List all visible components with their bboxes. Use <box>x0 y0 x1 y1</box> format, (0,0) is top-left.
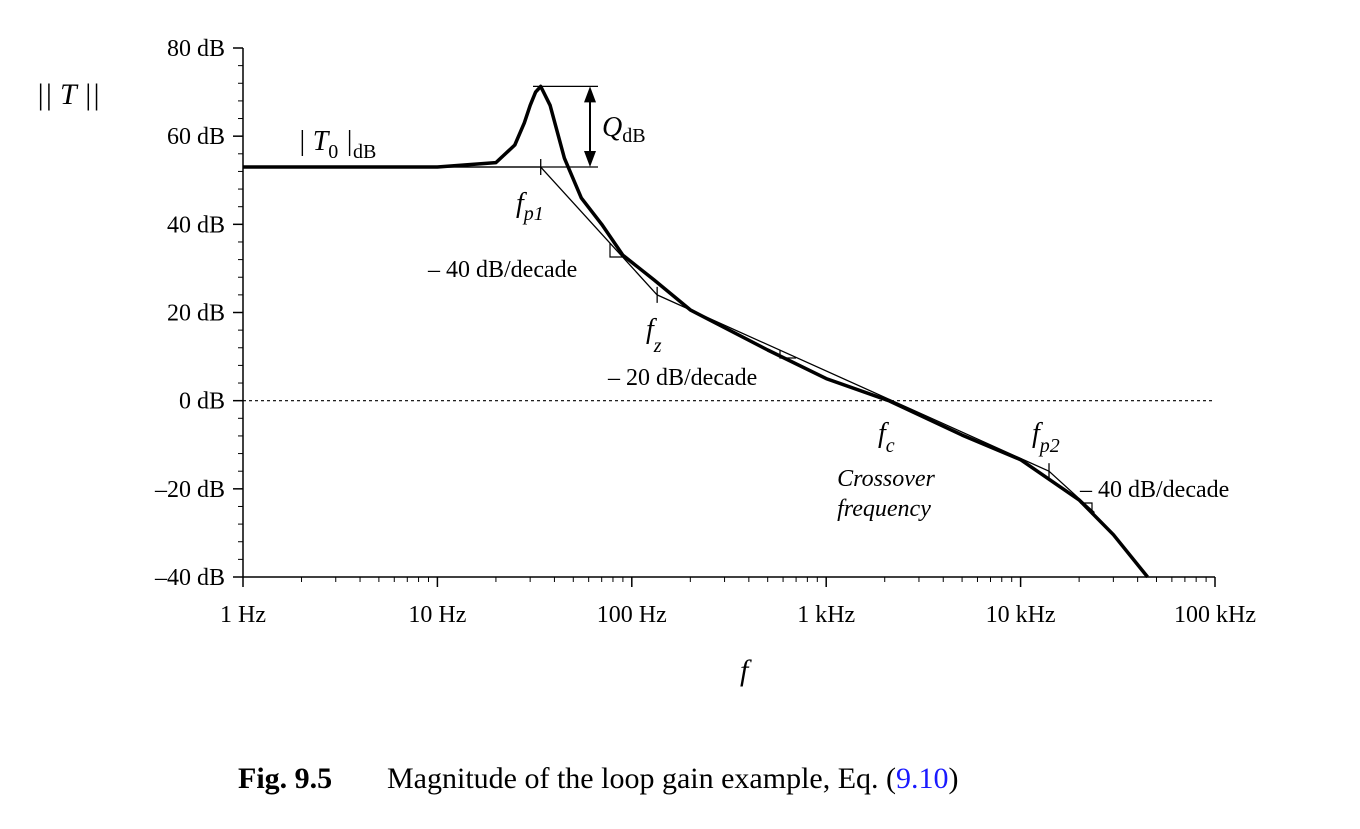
y-tick-label: 0 dB <box>179 389 225 415</box>
crossover-label: frequency <box>837 496 931 522</box>
x-tick-label: 10 kHz <box>986 602 1056 628</box>
fz-main: f <box>646 314 657 345</box>
fc-label: fc <box>878 418 895 457</box>
caption-end: ) <box>949 762 959 795</box>
fp2-sub: p2 <box>1038 435 1060 457</box>
arrow-head <box>584 151 596 168</box>
fc-sub: c <box>886 435 895 457</box>
q-label: QdB <box>602 112 646 147</box>
t0-sub2: dB <box>353 141 376 163</box>
y-tick-label: –20 dB <box>154 477 225 503</box>
y-axis-label: || T || <box>36 78 100 111</box>
y-tick-label: 80 dB <box>167 36 225 62</box>
caption-ref[interactable]: 9.10 <box>896 762 949 795</box>
slope-mark <box>609 243 624 258</box>
fc-main: f <box>878 418 889 449</box>
x-tick-label: 1 Hz <box>220 602 266 628</box>
fz-sub: z <box>653 335 662 357</box>
x-tick-label: 100 kHz <box>1174 602 1256 628</box>
fp2-main: f <box>1032 418 1043 449</box>
x-tick-label: 10 Hz <box>408 602 466 628</box>
y-tick-label: –40 dB <box>154 565 225 591</box>
fp1-sub: p1 <box>522 203 544 225</box>
x-tick-label: 100 Hz <box>597 602 667 628</box>
t0-label: | T0 |dB <box>298 126 376 163</box>
asymptote <box>243 166 1095 514</box>
q-main: Q <box>602 112 622 143</box>
fp1-main: f <box>516 188 527 219</box>
fz-label: fz <box>646 314 662 357</box>
magnitude-curve <box>243 84 1149 579</box>
slope-mark <box>779 350 796 359</box>
caption-label: Fig. 9.5 <box>238 762 332 795</box>
slope-label: – 40 dB/decade <box>427 257 577 283</box>
x-tick-label: 1 kHz <box>797 602 855 628</box>
y-tick-label: 40 dB <box>167 212 225 238</box>
fp1-label: fp1 <box>516 188 544 225</box>
y-tick-label: 60 dB <box>167 124 225 150</box>
x-axis-label: f <box>740 654 752 687</box>
q-sub: dB <box>622 125 645 147</box>
caption: Magnitude of the loop gain example, Eq. … <box>387 762 959 795</box>
crossover-label: Crossover <box>837 466 935 492</box>
t0-sub: 0 <box>328 141 338 163</box>
t0-main: | T <box>298 126 331 157</box>
caption-text: Magnitude of the loop gain example, Eq. … <box>387 762 896 795</box>
t0-mid: | <box>338 126 353 157</box>
slope-label: – 20 dB/decade <box>607 365 757 391</box>
arrow-head <box>584 86 596 103</box>
y-tick-label: 20 dB <box>167 301 225 327</box>
slope-label: – 40 dB/decade <box>1079 477 1229 503</box>
fp2-label: fp2 <box>1032 418 1060 457</box>
